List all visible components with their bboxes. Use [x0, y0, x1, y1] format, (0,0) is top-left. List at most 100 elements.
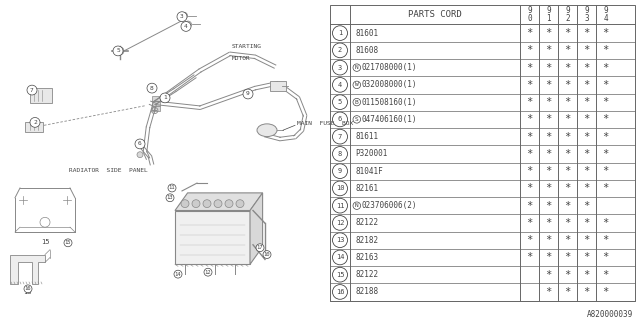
Ellipse shape	[257, 124, 277, 137]
Text: *: *	[564, 97, 571, 107]
Text: 4: 4	[603, 14, 608, 23]
Text: 5: 5	[338, 99, 342, 105]
Text: *: *	[584, 287, 589, 297]
Text: *: *	[584, 63, 589, 73]
Text: MOTOR: MOTOR	[232, 56, 251, 61]
Text: *: *	[526, 63, 532, 73]
Text: *: *	[602, 149, 609, 159]
Text: 032008000(1): 032008000(1)	[362, 80, 417, 89]
Circle shape	[256, 244, 264, 252]
Text: 12: 12	[336, 220, 344, 226]
Text: 3: 3	[180, 14, 184, 19]
Text: 14: 14	[336, 254, 344, 260]
Text: *: *	[584, 114, 589, 124]
Circle shape	[236, 200, 244, 208]
Text: 9: 9	[546, 6, 551, 15]
Text: *: *	[602, 270, 609, 280]
Text: *: *	[564, 183, 571, 193]
Text: 4: 4	[184, 24, 188, 29]
Text: 82122: 82122	[355, 219, 378, 228]
Text: B: B	[355, 100, 358, 105]
Text: *: *	[584, 270, 589, 280]
Text: 5: 5	[116, 48, 120, 53]
Circle shape	[137, 152, 143, 158]
Text: 021708000(1): 021708000(1)	[362, 63, 417, 72]
Circle shape	[168, 184, 176, 192]
Text: 2: 2	[565, 14, 570, 23]
Text: *: *	[526, 132, 532, 142]
Text: *: *	[545, 218, 552, 228]
Circle shape	[177, 12, 187, 21]
Circle shape	[116, 47, 124, 55]
Text: *: *	[584, 80, 589, 90]
Text: A820000039: A820000039	[587, 310, 633, 319]
Text: *: *	[526, 252, 532, 262]
Text: *: *	[602, 287, 609, 297]
Text: *: *	[526, 235, 532, 245]
Text: 82161: 82161	[355, 184, 378, 193]
Text: *: *	[526, 97, 532, 107]
Circle shape	[166, 194, 174, 202]
Text: *: *	[602, 80, 609, 90]
Text: 6: 6	[138, 141, 142, 147]
Text: *: *	[545, 114, 552, 124]
Text: 16: 16	[336, 289, 344, 295]
Text: 11: 11	[336, 203, 344, 209]
Text: *: *	[545, 183, 552, 193]
Text: 9: 9	[246, 92, 250, 97]
Text: *: *	[545, 28, 552, 38]
Text: 82182: 82182	[355, 236, 378, 245]
Text: *: *	[602, 63, 609, 73]
Text: *: *	[564, 218, 571, 228]
Text: *: *	[526, 218, 532, 228]
Circle shape	[174, 270, 182, 278]
Text: *: *	[584, 218, 589, 228]
Text: *: *	[545, 149, 552, 159]
Text: *: *	[545, 80, 552, 90]
Text: *: *	[602, 28, 609, 38]
Circle shape	[135, 139, 145, 149]
Text: *: *	[545, 97, 552, 107]
Text: 12: 12	[205, 270, 211, 275]
Text: *: *	[545, 235, 552, 245]
Text: 0: 0	[527, 14, 532, 23]
Text: 8: 8	[150, 86, 154, 91]
Text: *: *	[526, 80, 532, 90]
Text: 4: 4	[338, 82, 342, 88]
Text: 047406160(1): 047406160(1)	[362, 115, 417, 124]
Text: 8: 8	[338, 151, 342, 157]
Text: W: W	[355, 82, 358, 87]
Text: 13: 13	[167, 195, 173, 200]
Text: 9: 9	[338, 168, 342, 174]
Text: *: *	[545, 252, 552, 262]
Text: 11: 11	[169, 186, 175, 190]
Text: MAIN  FUSE  BOX: MAIN FUSE BOX	[297, 121, 353, 126]
Text: *: *	[564, 114, 571, 124]
Text: *: *	[526, 28, 532, 38]
Circle shape	[192, 200, 200, 208]
Text: *: *	[545, 45, 552, 55]
Text: 82122: 82122	[355, 270, 378, 279]
Bar	[25, 122, 43, 132]
Text: 17: 17	[257, 245, 263, 250]
Text: *: *	[545, 166, 552, 176]
Text: 14: 14	[175, 272, 181, 277]
Text: PARTS CORD: PARTS CORD	[408, 10, 462, 19]
Text: 81041F: 81041F	[355, 167, 383, 176]
Text: P320001: P320001	[355, 149, 387, 158]
Text: N: N	[355, 203, 358, 208]
Bar	[152, 101, 160, 106]
Text: 2: 2	[33, 120, 37, 125]
Text: *: *	[545, 287, 552, 297]
Bar	[270, 81, 286, 91]
Text: *: *	[564, 28, 571, 38]
Circle shape	[64, 239, 72, 247]
Text: *: *	[526, 201, 532, 211]
Text: 81611: 81611	[355, 132, 378, 141]
Text: *: *	[545, 270, 552, 280]
Text: *: *	[602, 132, 609, 142]
Text: *: *	[564, 132, 571, 142]
Text: 15: 15	[65, 240, 71, 245]
Text: 16: 16	[25, 286, 31, 291]
Circle shape	[24, 285, 32, 293]
